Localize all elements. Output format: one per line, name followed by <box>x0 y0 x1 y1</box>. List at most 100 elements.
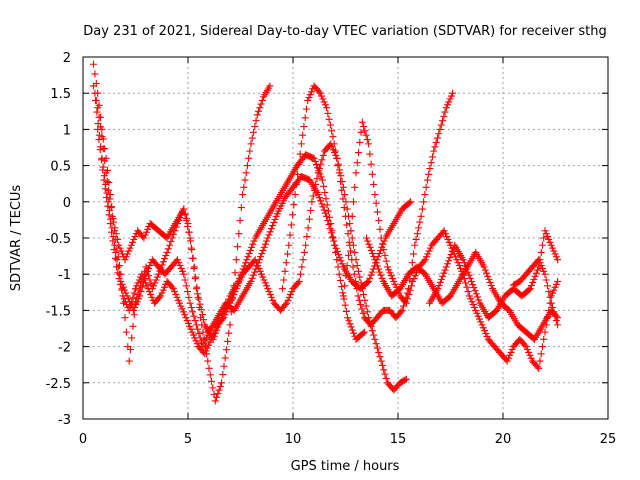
data-point <box>174 256 181 264</box>
data-point <box>469 281 477 289</box>
y-tick-label: -1.5 <box>46 304 71 319</box>
data-point <box>469 301 477 309</box>
data-point <box>547 299 555 307</box>
data-point <box>320 182 328 190</box>
data-point <box>249 240 257 248</box>
data-point <box>176 262 184 270</box>
data-point <box>459 256 467 264</box>
y-tick-label: 0 <box>63 196 71 211</box>
data-point <box>552 317 560 325</box>
data-point <box>481 327 489 335</box>
data-point <box>507 348 515 356</box>
data-point <box>436 278 444 286</box>
data-point <box>404 295 412 303</box>
data-point <box>129 322 137 330</box>
data-point <box>221 354 229 362</box>
data-point <box>297 140 305 148</box>
data-point <box>169 285 177 293</box>
data-point <box>304 96 312 104</box>
data-point <box>261 279 269 287</box>
data-point <box>463 265 471 273</box>
data-point <box>318 176 326 184</box>
data-point <box>425 247 433 255</box>
data-point <box>391 280 399 288</box>
data-point <box>167 238 175 246</box>
data-point <box>371 191 379 199</box>
data-point <box>288 288 296 296</box>
data-point <box>292 180 300 188</box>
data-point <box>258 250 266 258</box>
data-point <box>302 241 310 249</box>
data-point <box>482 330 490 338</box>
data-point <box>300 248 308 256</box>
data-point <box>343 221 351 229</box>
data-point <box>405 290 413 298</box>
data-point <box>366 150 374 158</box>
data-point <box>311 157 319 165</box>
data-point <box>197 305 205 313</box>
data-point <box>100 176 108 184</box>
data-point <box>155 293 163 301</box>
data-point <box>305 94 313 102</box>
data-point <box>270 218 278 226</box>
data-point <box>544 233 552 241</box>
data-point <box>317 173 325 181</box>
data-point <box>287 221 295 229</box>
data-point <box>359 329 367 337</box>
data-point <box>363 234 370 242</box>
data-point <box>195 330 203 338</box>
data-point <box>331 241 339 249</box>
data-point <box>182 217 190 225</box>
data-point <box>299 131 307 139</box>
data-point <box>247 277 255 285</box>
data-point <box>309 192 317 200</box>
data-point <box>366 274 374 282</box>
data-point <box>506 351 514 359</box>
data-point <box>202 347 210 355</box>
data-point <box>286 231 294 239</box>
data-point <box>411 241 419 249</box>
data-point <box>234 282 242 290</box>
y-tick-label: 2 <box>63 51 71 66</box>
data-point <box>129 238 137 246</box>
data-point <box>356 138 364 146</box>
data-point <box>369 250 376 258</box>
data-point <box>464 268 472 276</box>
data-point <box>245 154 253 162</box>
data-point <box>162 252 170 260</box>
data-point <box>412 235 420 243</box>
data-point <box>338 283 346 291</box>
data-point <box>411 272 419 280</box>
data-point <box>342 198 350 206</box>
data-point <box>125 247 133 255</box>
data-point <box>252 259 260 267</box>
data-point <box>401 376 409 384</box>
data-point <box>211 327 219 335</box>
data-point <box>386 269 394 277</box>
data-point <box>554 321 562 329</box>
data-point <box>373 262 381 270</box>
data-point <box>448 247 456 255</box>
data-point <box>365 240 373 248</box>
data-point <box>266 82 274 90</box>
data-point <box>528 282 535 290</box>
data-point <box>252 117 260 125</box>
y-tick-label: -2 <box>58 341 71 356</box>
data-series <box>510 256 562 329</box>
data-point <box>481 266 489 274</box>
data-point <box>235 279 243 287</box>
data-point <box>91 70 99 78</box>
data-point <box>441 266 449 274</box>
data-point <box>324 216 332 224</box>
data-point <box>355 267 363 275</box>
data-point <box>346 220 354 228</box>
data-point <box>342 307 350 315</box>
data-point <box>537 248 545 256</box>
data-point <box>173 293 181 301</box>
data-point <box>342 272 350 280</box>
data-point <box>364 237 372 245</box>
data-point <box>201 350 209 358</box>
data-point <box>331 149 339 157</box>
data-point <box>119 283 127 291</box>
data-point <box>444 101 452 109</box>
